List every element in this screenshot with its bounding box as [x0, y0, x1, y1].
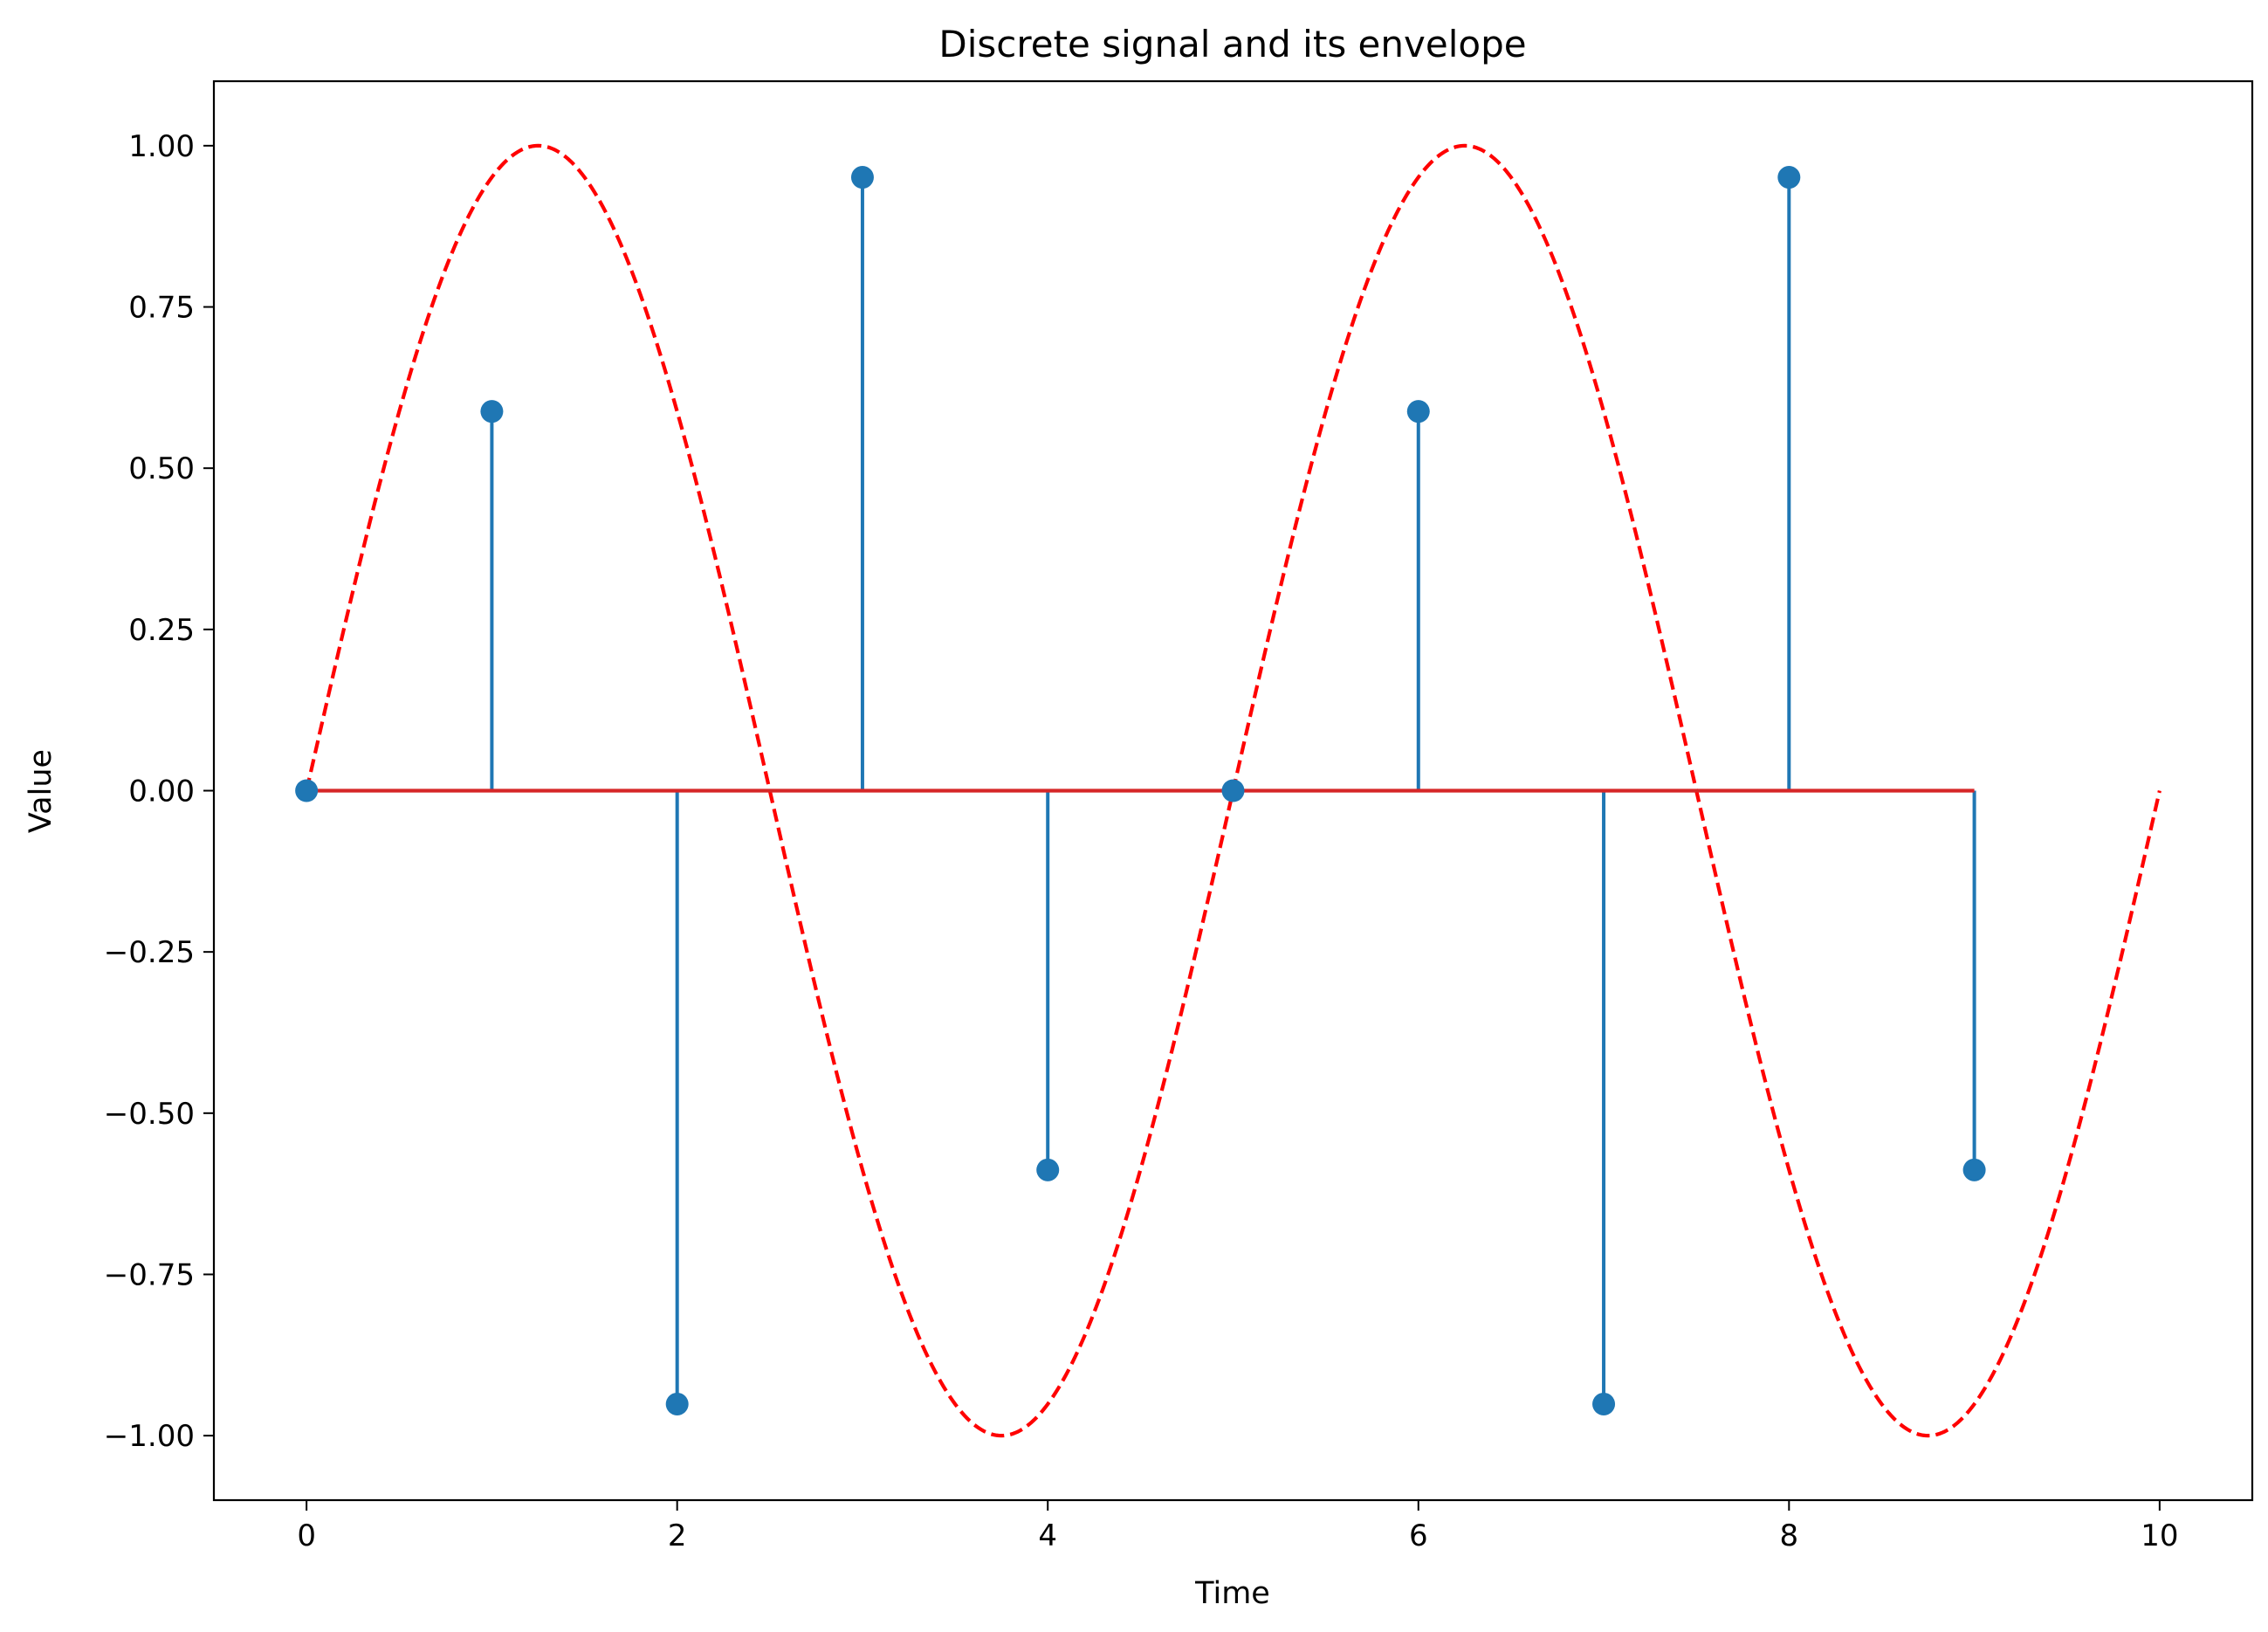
y-tick-label: −0.75 — [104, 1257, 195, 1292]
y-tick-label: 0.00 — [128, 775, 195, 809]
x-axis-ticks: 0 2 4 6 8 10 — [297, 1500, 2178, 1553]
stem-marker — [1777, 166, 1801, 189]
stem-marker — [1036, 1158, 1060, 1181]
stem-marker — [480, 400, 504, 423]
x-tick-label: 2 — [668, 1518, 687, 1553]
stem-marker — [1962, 1158, 1986, 1181]
x-tick-label: 0 — [297, 1518, 316, 1553]
stem-marker — [1406, 400, 1430, 423]
x-tick-label: 6 — [1409, 1518, 1428, 1553]
y-tick-label: 0.50 — [128, 451, 195, 486]
x-tick-label: 10 — [2141, 1518, 2178, 1553]
y-tick-label: 0.25 — [128, 613, 195, 648]
stem-marker — [1592, 1392, 1616, 1415]
stem-marker — [850, 166, 874, 189]
stem-layer — [490, 177, 1976, 1404]
marker-layer — [295, 166, 1986, 1415]
chart-title: Discrete signal and its envelope — [938, 23, 1526, 65]
y-tick-label: −0.25 — [104, 935, 195, 970]
y-tick-label: −0.50 — [104, 1097, 195, 1132]
y-tick-label: −1.00 — [104, 1419, 195, 1454]
stem-marker — [665, 1392, 689, 1415]
x-tick-label: 4 — [1038, 1518, 1057, 1553]
x-tick-label: 8 — [1779, 1518, 1798, 1553]
x-axis-label: Time — [1194, 1576, 1270, 1611]
y-axis-ticks: 1.00 0.75 0.50 0.25 0.00 −0.25 −0.50 −0.75 −1.00 — [104, 129, 214, 1454]
y-tick-label: 1.00 — [128, 129, 195, 164]
y-tick-label: 0.75 — [128, 291, 195, 326]
y-axis-label: Value — [24, 749, 58, 833]
stem-marker — [295, 779, 319, 802]
stem-marker — [1221, 779, 1245, 802]
